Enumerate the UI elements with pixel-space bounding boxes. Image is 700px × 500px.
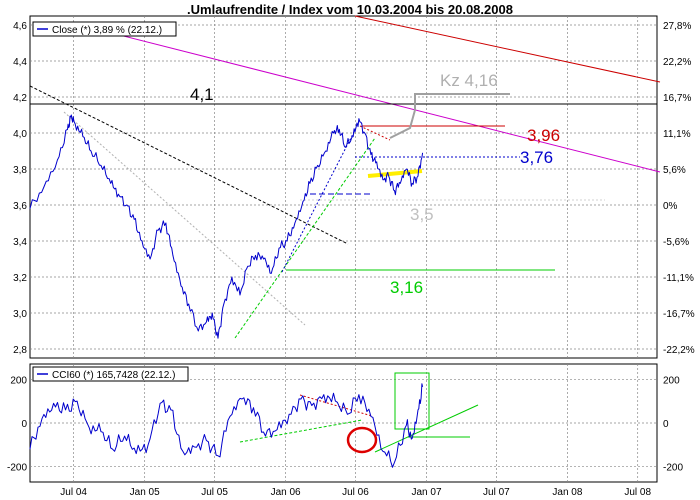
axis-ticks: Jul 04 Jan 05 Jul 05 Jan 06 Jul 06 Jan 07 Jul … (7, 21, 695, 498)
cci-legend-label: CCI60 (*) 165,7428 (22.12.) (52, 370, 175, 381)
x-tick-label: Jul 08 (624, 487, 651, 498)
price-y-tick-label: 3,6 (13, 201, 27, 212)
price-pct-tick-label: 22,2% (663, 57, 691, 68)
cci-y-tick-label-right: 200 (663, 375, 680, 386)
overlays (29, 15, 661, 339)
price-pct-tick-label: 11,1% (663, 129, 691, 140)
label-3-5: 3,5 (410, 205, 434, 224)
price-y-tick-label: 3,4 (13, 237, 27, 248)
cci-green-box (394, 372, 430, 430)
red-short-dashed (359, 125, 391, 141)
cci-red-circle (346, 426, 378, 454)
kz-bracket (389, 93, 510, 139)
cci-y-tick-label-right: -200 (663, 463, 683, 474)
cci-series-line (29, 383, 424, 468)
price-y-tick-label: 3,8 (13, 165, 27, 176)
price-series (29, 114, 424, 339)
price-pct-tick-label: -22,2% (663, 345, 695, 356)
cci-y-tick-label: -200 (7, 463, 27, 474)
price-y-tick-label: 2,8 (13, 345, 27, 356)
x-tick-label: Jan 07 (411, 487, 441, 498)
price-y-tick-label: 3,0 (13, 309, 27, 320)
label-3-76: 3,76 (520, 148, 553, 167)
chart-title: .Umlaufrendite / Index vom 10.03.2004 bi… (187, 2, 513, 17)
price-panel-frame (29, 15, 658, 359)
price-pct-tick-label: -11,1% (663, 273, 694, 284)
label-kz-4-16: Kz 4,16 (440, 71, 498, 90)
cci-green-dashed (239, 419, 363, 443)
price-pct-tick-label: 16,7% (663, 93, 691, 104)
price-pct-tick-label: 5,6% (663, 165, 686, 176)
x-tick-label: Jan 06 (271, 487, 301, 498)
red-trendline (354, 15, 661, 83)
price-pct-tick-label: -5,6% (663, 237, 689, 248)
blue-dashed-uptrend (281, 129, 356, 273)
price-y-tick-label: 4,0 (13, 129, 27, 140)
price-pct-tick-label: 27,8% (663, 21, 691, 32)
x-tick-label: Jul 07 (483, 487, 510, 498)
price-y-tick-label: 4,6 (13, 21, 27, 32)
price-series-line (29, 114, 424, 339)
label-3-16: 3,16 (390, 278, 423, 297)
black-dashed-trendline (29, 85, 349, 245)
price-y-tick-label: 4,2 (13, 93, 27, 104)
x-tick-label: Jul 04 (60, 487, 87, 498)
cci-y-tick-label-right: 0 (663, 419, 669, 430)
price-y-tick-label: 3,2 (13, 273, 27, 284)
cci-y-tick-label: 200 (10, 375, 27, 386)
gray-dotted-trendline (63, 111, 306, 326)
cci-legend (32, 366, 189, 382)
cci-overlays (239, 372, 479, 453)
price-y-tick-label: 4,4 (13, 57, 27, 68)
price-legend (32, 21, 177, 37)
x-tick-label: Jul 05 (201, 487, 228, 498)
x-tick-label: Jan 05 (130, 487, 160, 498)
yellow-support-line (367, 169, 423, 178)
price-pct-tick-label: -16,7% (663, 309, 695, 320)
x-tick-label: Jul 06 (342, 487, 369, 498)
cci-y-tick-label: 0 (21, 419, 27, 430)
x-tick-label: Jan 08 (552, 487, 582, 498)
green-dashed-uptrend (234, 137, 376, 339)
cci-series (29, 383, 424, 468)
cci-red-dashed (299, 394, 373, 417)
price-legend-label: Close (*) 3,89 % (22.12.) (52, 25, 162, 36)
magenta-trendline (99, 29, 661, 173)
label-4-1: 4,1 (190, 85, 214, 104)
label-3-96: 3,96 (527, 126, 560, 145)
price-pct-tick-label: 0% (663, 201, 678, 212)
